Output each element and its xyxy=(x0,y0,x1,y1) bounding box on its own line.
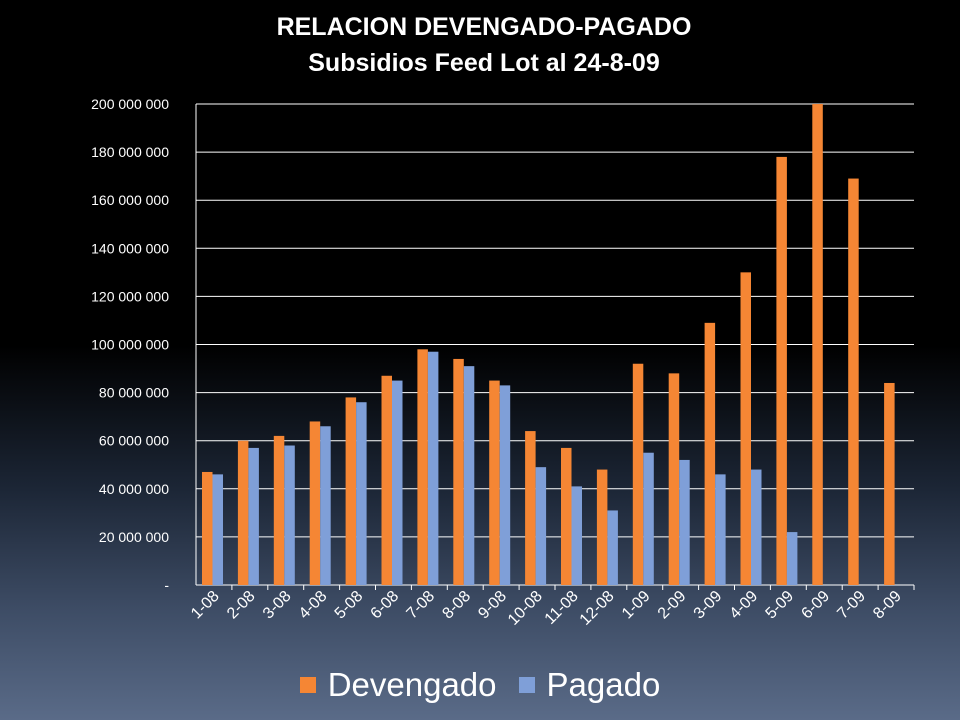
bar-devengado-2-09 xyxy=(668,373,680,585)
bar-devengado-12-08 xyxy=(596,469,608,585)
bar-pagado-11-08 xyxy=(571,486,582,585)
x-tick-label: 8-09 xyxy=(870,588,905,623)
y-tick-label: 20 000 000 xyxy=(99,529,169,545)
bar-devengado-6-09 xyxy=(812,104,823,585)
bar-pagado-9-08 xyxy=(499,385,511,585)
x-tick-label: 10-08 xyxy=(505,588,546,629)
bar-devengado-6-08 xyxy=(381,375,392,585)
chart-title: RELACION DEVENGADO-PAGADO xyxy=(276,13,692,41)
legend-item-devengado: Devengado xyxy=(299,666,497,704)
x-tick-label: 6-08 xyxy=(368,588,403,623)
bar-pagado-4-08 xyxy=(320,426,331,585)
bar-pagado-3-09 xyxy=(715,474,726,585)
y-tick-label: 100 000 000 xyxy=(91,337,169,353)
legend-label-devengado: Devengado xyxy=(327,666,497,703)
x-tick-label: 4-09 xyxy=(727,588,762,623)
bar-devengado-10-08 xyxy=(525,431,536,585)
y-tick-label: 180 000 000 xyxy=(91,144,169,160)
bar-pagado-5-09 xyxy=(786,532,798,585)
bar-pagado-1-09 xyxy=(643,452,654,585)
bar-devengado-1-09 xyxy=(632,363,644,585)
y-tick-label: - xyxy=(164,577,169,593)
bar-devengado-1-08 xyxy=(202,471,213,585)
x-tick-label: 1-09 xyxy=(619,588,654,623)
x-tick-label: 8-08 xyxy=(439,588,474,623)
bar-pagado-1-08 xyxy=(212,474,223,585)
bar-devengado-7-08 xyxy=(417,349,428,585)
legend-swatch-pagado xyxy=(518,677,535,693)
bar-pagado-3-08 xyxy=(284,445,295,585)
x-tick-label: 7-08 xyxy=(404,588,439,623)
bar-devengado-8-09 xyxy=(884,382,895,585)
bar-devengado-7-09 xyxy=(848,178,859,585)
bar-pagado-6-08 xyxy=(392,380,403,585)
x-tick-label: 5-08 xyxy=(332,588,367,623)
x-tick-label: 6-09 xyxy=(798,588,833,623)
bar-devengado-4-09 xyxy=(740,272,751,585)
x-tick-label: 2-09 xyxy=(655,588,690,623)
x-tick-label: 2-08 xyxy=(224,588,259,623)
x-tick-label: 3-08 xyxy=(260,588,295,623)
x-tick-label: 4-08 xyxy=(296,588,331,623)
y-tick-label: 40 000 000 xyxy=(99,481,169,497)
x-tick-label: 12-08 xyxy=(577,588,618,629)
x-tick-label: 11-08 xyxy=(542,588,582,628)
bar-devengado-8-08 xyxy=(453,358,464,585)
y-tick-label: 120 000 000 xyxy=(91,288,169,304)
bar-devengado-5-09 xyxy=(776,156,787,585)
bar-pagado-2-08 xyxy=(248,447,259,585)
y-tick-label: 60 000 000 xyxy=(99,433,169,449)
bar-devengado-3-09 xyxy=(704,322,716,585)
bar-devengado-3-08 xyxy=(273,435,285,585)
bar-devengado-9-08 xyxy=(489,380,500,585)
chart-subtitle: Subsidios Feed Lot al 24-8-09 xyxy=(308,49,660,77)
bar-pagado-8-08 xyxy=(463,366,475,585)
x-tick-label: 1-08 xyxy=(188,588,223,623)
bar-devengado-4-08 xyxy=(309,421,321,585)
bar-pagado-7-08 xyxy=(427,351,439,585)
bar-devengado-5-08 xyxy=(345,397,357,585)
x-tick-label: 3-09 xyxy=(691,588,726,623)
bar-pagado-5-08 xyxy=(356,402,367,585)
legend-swatch-devengado xyxy=(299,677,316,693)
legend-label-pagado: Pagado xyxy=(546,666,661,703)
x-tick-label: 5-09 xyxy=(763,588,798,623)
y-tick-label: 200 000 000 xyxy=(91,96,169,112)
y-tick-label: 80 000 000 xyxy=(99,385,169,401)
bar-pagado-4-09 xyxy=(751,469,762,585)
x-tick-label: 7-09 xyxy=(834,588,869,623)
bar-pagado-2-09 xyxy=(679,459,690,585)
bar-pagado-12-08 xyxy=(607,510,618,585)
bar-devengado-2-08 xyxy=(237,440,249,585)
bar-pagado-10-08 xyxy=(535,467,547,585)
y-tick-label: 140 000 000 xyxy=(91,240,169,256)
y-tick-label: 160 000 000 xyxy=(91,192,169,208)
legend-item-pagado: Pagado xyxy=(518,666,661,704)
legend: Devengado Pagado xyxy=(0,666,960,704)
bar-devengado-11-08 xyxy=(561,447,572,585)
